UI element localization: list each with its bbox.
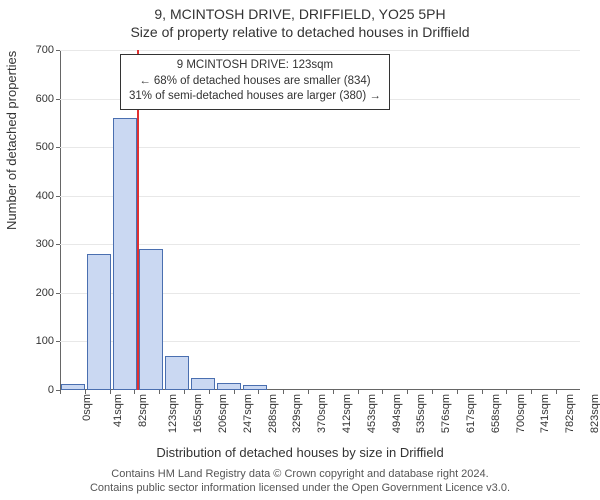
histogram-bar [139,249,164,390]
x-tick-label: 165sqm [192,394,204,433]
annotation-box: 9 MCINTOSH DRIVE: 123sqm← 68% of detache… [120,54,390,110]
x-tick-label: 823sqm [589,394,600,433]
x-tick-mark [457,390,458,394]
y-tick-label: 700 [36,44,54,56]
x-tick-mark [134,390,135,394]
x-tick-label: 247sqm [242,394,254,433]
attribution-line1: Contains HM Land Registry data © Crown c… [0,468,600,482]
x-tick-mark [382,390,383,394]
page-title-line1: 9, MCINTOSH DRIVE, DRIFFIELD, YO25 5PH [0,6,600,22]
histogram-bar [217,383,242,390]
annotation-line: ← 68% of detached houses are smaller (83… [129,74,381,90]
x-axis-label: Distribution of detached houses by size … [0,445,600,460]
x-tick-label: 0sqm [81,394,93,421]
x-tick-label: 206sqm [217,394,229,433]
y-tick-mark [56,99,60,100]
annotation-line: 9 MCINTOSH DRIVE: 123sqm [129,58,381,74]
x-tick-mark [209,390,210,394]
x-tick-mark [308,390,309,394]
y-tick-mark [56,293,60,294]
x-tick-label: 658sqm [490,394,502,433]
x-tick-label: 412sqm [341,394,353,433]
x-tick-label: 453sqm [366,394,378,433]
x-tick-label: 288sqm [267,394,279,433]
x-tick-label: 370sqm [316,394,328,433]
x-tick-label: 82sqm [137,394,149,427]
x-tick-label: 700sqm [515,394,527,433]
x-tick-mark [258,390,259,394]
y-tick-label: 400 [36,190,54,202]
x-tick-label: 617sqm [465,394,477,433]
x-tick-mark [85,390,86,394]
y-tick-mark [56,50,60,51]
x-tick-mark [506,390,507,394]
x-tick-mark [432,390,433,394]
y-tick-mark [56,244,60,245]
y-tick-label: 500 [36,141,54,153]
chart-plot-area: 01002003004005006007000sqm41sqm82sqm123s… [60,50,580,390]
x-tick-mark [159,390,160,394]
x-tick-label: 782sqm [564,394,576,433]
x-tick-mark [556,390,557,394]
x-tick-label: 535sqm [415,394,427,433]
y-tick-label: 0 [48,384,54,396]
x-tick-mark [283,390,284,394]
x-tick-mark [333,390,334,394]
histogram-bar [165,356,190,390]
x-tick-mark [358,390,359,394]
y-tick-label: 100 [36,335,54,347]
x-tick-mark [407,390,408,394]
attribution: Contains HM Land Registry data © Crown c… [0,468,600,496]
x-tick-mark [531,390,532,394]
x-tick-label: 494sqm [391,394,403,433]
y-tick-label: 600 [36,93,54,105]
x-tick-mark [110,390,111,394]
x-tick-mark [234,390,235,394]
histogram-bar [61,384,86,390]
histogram-bar [113,118,138,390]
x-tick-label: 741sqm [539,394,551,433]
x-tick-mark [60,390,61,394]
page-title-line2: Size of property relative to detached ho… [0,24,600,40]
y-tick-label: 200 [36,287,54,299]
x-tick-label: 123sqm [168,394,180,433]
x-tick-mark [482,390,483,394]
x-tick-label: 41sqm [112,394,124,427]
y-tick-mark [56,147,60,148]
histogram-bar [191,378,216,390]
y-tick-mark [56,341,60,342]
y-tick-label: 300 [36,238,54,250]
histogram-bar [87,254,112,390]
y-axis-label: Number of detached properties [4,51,19,230]
y-tick-mark [56,196,60,197]
attribution-line2: Contains public sector information licen… [0,482,600,496]
annotation-line: 31% of semi-detached houses are larger (… [129,89,381,105]
x-tick-mark [184,390,185,394]
x-tick-label: 329sqm [291,394,303,433]
histogram-bar [243,385,268,390]
x-tick-label: 576sqm [440,394,452,433]
